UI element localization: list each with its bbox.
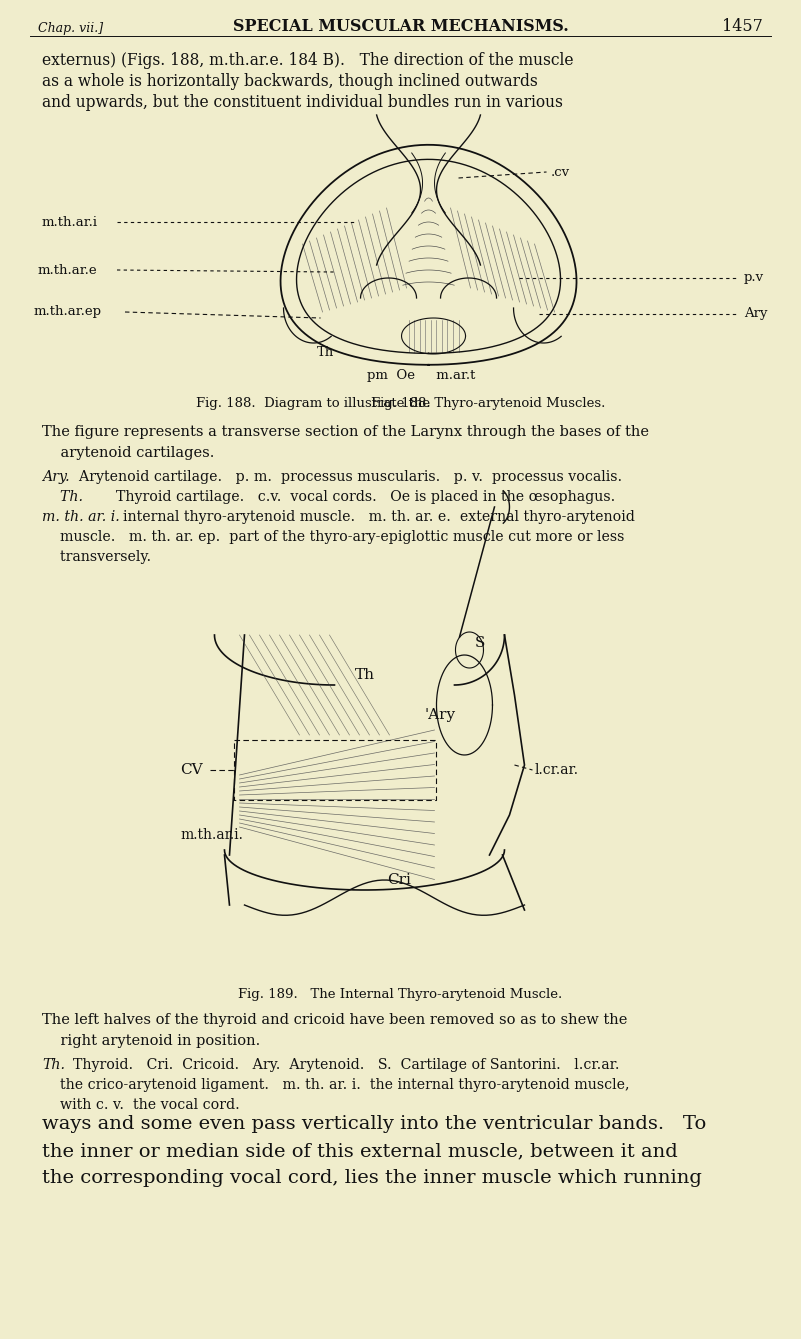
Text: as a whole is horizontally backwards, though inclined outwards: as a whole is horizontally backwards, th… [42, 74, 537, 90]
Text: Th.: Th. [42, 1058, 65, 1073]
Text: Fig. 188.: Fig. 188. [371, 396, 430, 410]
Text: the crico-arytenoid ligament.   m. th. ar. i.  the internal thyro-arytenoid musc: the crico-arytenoid ligament. m. th. ar.… [42, 1078, 630, 1093]
Text: Fig. 189.   The Internal Thyro-arytenoid Muscle.: Fig. 189. The Internal Thyro-arytenoid M… [239, 988, 562, 1002]
Text: internal thyro-arytenoid muscle.   m. th. ar. e.  external thyro-arytenoid: internal thyro-arytenoid muscle. m. th. … [114, 510, 635, 524]
Text: m. th. ar. i.: m. th. ar. i. [42, 510, 120, 524]
Text: Chap. vii.]: Chap. vii.] [38, 21, 103, 35]
Text: muscle.   m. th. ar. ep.  part of the thyro-ary-epiglottic muscle cut more or le: muscle. m. th. ar. ep. part of the thyro… [42, 530, 624, 544]
Text: pm  Oe     m.ar.t: pm Oe m.ar.t [367, 370, 475, 383]
Text: S: S [474, 636, 485, 649]
Text: The figure represents a transverse section of the Larynx through the bases of th: The figure represents a transverse secti… [42, 424, 649, 439]
Text: CV: CV [180, 763, 203, 777]
Text: Thyroid cartilage.   c.v.  vocal cords.   Oe is placed in the œsophagus.: Thyroid cartilage. c.v. vocal cords. Oe … [107, 490, 615, 503]
Text: Fig. 188.  Diagram to illustrate the Thyro-arytenoid Muscles.: Fig. 188. Diagram to illustrate the Thyr… [195, 396, 606, 410]
Text: p.v: p.v [744, 272, 764, 284]
Text: SPECIAL MUSCULAR MECHANISMS.: SPECIAL MUSCULAR MECHANISMS. [232, 17, 569, 35]
Text: m.th.ar.i.: m.th.ar.i. [180, 828, 243, 842]
Text: with c. v.  the vocal cord.: with c. v. the vocal cord. [42, 1098, 239, 1111]
Text: Arytenoid cartilage.   p. m.  processus muscularis.   p. v.  processus vocalis.: Arytenoid cartilage. p. m. processus mus… [70, 470, 622, 483]
Text: Th.: Th. [42, 490, 83, 503]
Text: Cri: Cri [388, 873, 412, 886]
Text: .cv: .cv [550, 166, 570, 178]
Text: 'Ary: 'Ary [425, 708, 456, 722]
Text: The left halves of the thyroid and cricoid have been removed so as to shew the: The left halves of the thyroid and crico… [42, 1014, 627, 1027]
Text: m.th.ar.e: m.th.ar.e [38, 264, 98, 276]
Text: externus) (Figs. 188, m.th.ar.e. 184 B).   The direction of the muscle: externus) (Figs. 188, m.th.ar.e. 184 B).… [42, 52, 574, 70]
Text: m.th.ar.i: m.th.ar.i [42, 216, 98, 229]
Text: 1457: 1457 [723, 17, 763, 35]
Text: Thyroid.   Cri.  Cricoid.   Ary.  Arytenoid.   S.  Cartilage of Santorini.   l.c: Thyroid. Cri. Cricoid. Ary. Arytenoid. S… [64, 1058, 619, 1073]
Text: Ary.: Ary. [42, 470, 70, 483]
Text: right arytenoid in position.: right arytenoid in position. [42, 1034, 260, 1047]
Text: ways and some even pass vertically into the ventricular bands.   To: ways and some even pass vertically into … [42, 1115, 706, 1133]
Text: Th: Th [316, 347, 334, 359]
Text: m.th.ar.ep: m.th.ar.ep [34, 305, 102, 319]
Text: and upwards, but the constituent individual bundles run in various: and upwards, but the constituent individ… [42, 94, 563, 111]
Text: the corresponding vocal cord, lies the inner muscle which running: the corresponding vocal cord, lies the i… [42, 1169, 702, 1186]
Text: the inner or median side of this external muscle, between it and: the inner or median side of this externa… [42, 1142, 678, 1160]
Text: Ary: Ary [744, 308, 767, 320]
Text: Th: Th [355, 668, 375, 682]
Text: arytenoid cartilages.: arytenoid cartilages. [42, 446, 215, 459]
Text: l.cr.ar.: l.cr.ar. [534, 763, 578, 777]
Text: transversely.: transversely. [42, 550, 151, 564]
